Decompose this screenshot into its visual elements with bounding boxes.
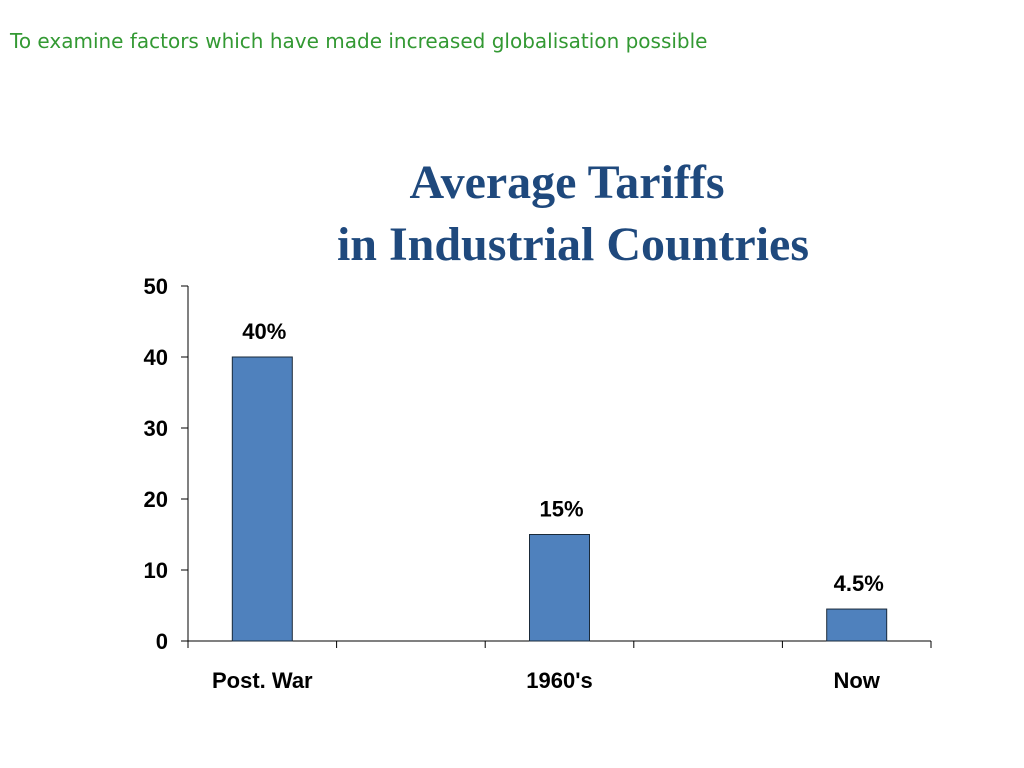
bar (826, 608, 888, 642)
y-tick-label: 40 (144, 345, 168, 370)
x-tick-label: Post. War (212, 668, 313, 693)
bar (529, 534, 590, 642)
y-tick-label: 20 (144, 487, 168, 512)
value-label: 4.5% (834, 571, 884, 596)
y-tick-label: 0 (156, 629, 168, 654)
value-label: 40% (242, 319, 286, 344)
header: To examine factors which have made incre… (9, 29, 707, 53)
x-tick-label: 1960's (526, 668, 592, 693)
chart-title: in Industrial Countries (337, 218, 809, 271)
value-label: 15% (539, 497, 583, 522)
y-tick-label: 30 (144, 416, 168, 441)
y-tick-label: 50 (144, 274, 168, 299)
bar (231, 356, 293, 642)
y-tick-label: 10 (144, 558, 168, 583)
chart-title: Average Tariffs (409, 156, 724, 209)
x-tick-label: Now (833, 668, 880, 693)
